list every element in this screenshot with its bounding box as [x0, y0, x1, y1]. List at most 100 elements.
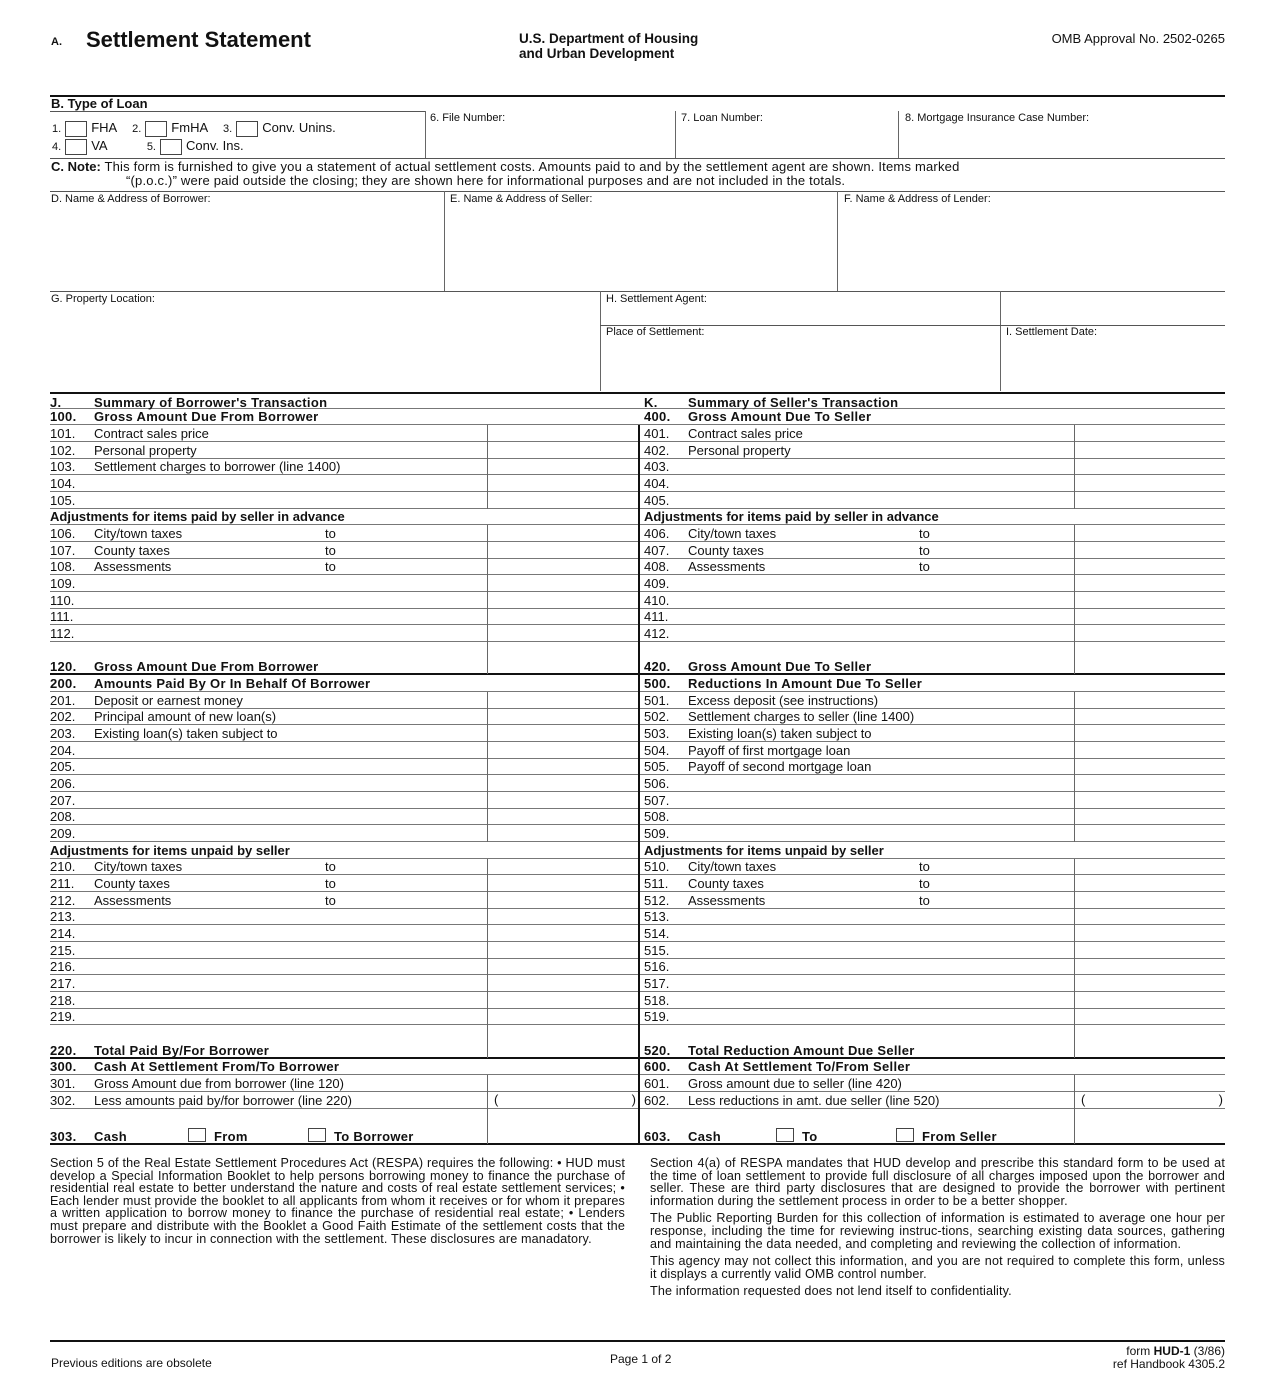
- cash-option-1-checkbox[interactable]: [188, 1128, 206, 1143]
- amount-field[interactable]: [487, 1108, 638, 1145]
- lender-name-address-field[interactable]: F. Name & Address of Lender:: [844, 193, 991, 205]
- amount-field[interactable]: [1074, 558, 1225, 576]
- amount-field[interactable]: [1074, 742, 1225, 759]
- amount-field[interactable]: [487, 425, 638, 442]
- amount-field[interactable]: [1074, 442, 1225, 459]
- amount-field[interactable]: [487, 825, 638, 843]
- amount-field[interactable]: [1074, 942, 1225, 959]
- amount-field[interactable]: [1074, 575, 1225, 593]
- amount-field[interactable]: [487, 858, 638, 876]
- line-label: Adjustments for items paid by seller in …: [644, 509, 939, 525]
- amount-field[interactable]: [487, 708, 638, 726]
- amount-field[interactable]: [1074, 758, 1225, 776]
- amount-field[interactable]: [487, 692, 638, 709]
- amount-field[interactable]: (): [1074, 1092, 1225, 1109]
- conv-unins-checkbox[interactable]: [236, 120, 259, 137]
- amount-field[interactable]: [487, 492, 638, 509]
- amount-field[interactable]: [1074, 458, 1225, 476]
- amount-field[interactable]: [487, 908, 638, 926]
- line-label: City/town taxes: [94, 859, 183, 875]
- option-number: 3.: [223, 123, 233, 135]
- amount-field[interactable]: [1074, 892, 1225, 909]
- amount-field[interactable]: [1074, 908, 1225, 926]
- amount-field[interactable]: [1074, 1075, 1225, 1093]
- amount-field[interactable]: [1074, 875, 1225, 893]
- mortgage-insurance-case-number-field[interactable]: 8. Mortgage Insurance Case Number:: [905, 112, 1090, 124]
- amount-field[interactable]: [487, 775, 638, 793]
- amount-field[interactable]: [487, 642, 638, 675]
- amount-field[interactable]: [1074, 792, 1225, 809]
- amount-field[interactable]: [1074, 425, 1225, 442]
- amount-field[interactable]: [1074, 625, 1225, 643]
- amount-field[interactable]: [487, 608, 638, 626]
- agency-line-1: U.S. Department of Housing: [519, 31, 699, 46]
- amount-field[interactable]: [1074, 708, 1225, 726]
- va-checkbox[interactable]: [65, 138, 88, 155]
- cash-option-2-checkbox[interactable]: [308, 1128, 326, 1143]
- amount-field[interactable]: [1074, 808, 1225, 826]
- amount-field[interactable]: [1074, 858, 1225, 876]
- line-number: 110.: [50, 592, 75, 608]
- amount-field[interactable]: [487, 992, 638, 1009]
- amount-field[interactable]: [487, 925, 638, 943]
- amount-field[interactable]: [487, 1075, 638, 1093]
- fha-checkbox[interactable]: [65, 120, 88, 137]
- amount-field[interactable]: [487, 875, 638, 893]
- amount-field[interactable]: [487, 742, 638, 759]
- amount-field[interactable]: [1074, 958, 1225, 976]
- amount-field[interactable]: [487, 758, 638, 776]
- line-513: 513.: [638, 908, 1225, 926]
- settlement-date-field[interactable]: I. Settlement Date:: [1006, 326, 1098, 338]
- amount-field[interactable]: [487, 558, 638, 576]
- amount-field[interactable]: [1074, 592, 1225, 609]
- cash-option-2-checkbox[interactable]: [896, 1128, 914, 1143]
- amount-field[interactable]: [1074, 525, 1225, 543]
- amount-field[interactable]: [487, 525, 638, 543]
- file-number-field[interactable]: 6. File Number:: [430, 112, 506, 124]
- amount-field[interactable]: [487, 958, 638, 976]
- amount-field[interactable]: [487, 592, 638, 609]
- seller-name-address-field[interactable]: E. Name & Address of Seller:: [450, 193, 593, 205]
- amount-field[interactable]: [1074, 1008, 1225, 1026]
- amount-field[interactable]: [1074, 775, 1225, 793]
- amount-field[interactable]: [1074, 608, 1225, 626]
- amount-field[interactable]: [487, 458, 638, 476]
- fmha-checkbox[interactable]: [145, 120, 168, 137]
- place-of-settlement-field[interactable]: Place of Settlement:: [606, 326, 705, 338]
- amount-field[interactable]: (): [487, 1092, 638, 1109]
- conv-ins-checkbox[interactable]: [160, 138, 182, 155]
- amount-field[interactable]: [1074, 992, 1225, 1009]
- loan-number-field[interactable]: 7. Loan Number:: [681, 112, 763, 124]
- amount-field[interactable]: [1074, 542, 1225, 559]
- amount-field[interactable]: [487, 975, 638, 993]
- amount-field[interactable]: [487, 808, 638, 826]
- amount-field[interactable]: [1074, 1108, 1225, 1145]
- amount-field[interactable]: [487, 942, 638, 959]
- amount-field[interactable]: [487, 625, 638, 643]
- amount-field[interactable]: [1074, 975, 1225, 993]
- loan-type-row-1: 1. FHA 2. FmHA 3. Conv. Unins.: [52, 120, 336, 137]
- amount-field[interactable]: [1074, 825, 1225, 843]
- amount-field[interactable]: [1074, 925, 1225, 943]
- amount-field[interactable]: [487, 792, 638, 809]
- amount-field[interactable]: [487, 725, 638, 743]
- amount-field[interactable]: [487, 442, 638, 459]
- amount-field[interactable]: [1074, 692, 1225, 709]
- amount-field[interactable]: [1074, 642, 1225, 675]
- borrower-name-address-field[interactable]: D. Name & Address of Borrower:: [51, 193, 211, 205]
- line-number: 512.: [644, 892, 670, 908]
- amount-field[interactable]: [487, 892, 638, 909]
- settlement-agent-field[interactable]: H. Settlement Agent:: [606, 293, 707, 305]
- cash-option-1-checkbox[interactable]: [776, 1128, 794, 1143]
- amount-field[interactable]: [487, 575, 638, 593]
- amount-field[interactable]: [1074, 492, 1225, 509]
- amount-field[interactable]: [1074, 475, 1225, 492]
- amount-field[interactable]: [487, 1008, 638, 1026]
- amount-field[interactable]: [487, 1025, 638, 1058]
- amount-field[interactable]: [1074, 1025, 1225, 1058]
- amount-field[interactable]: [487, 475, 638, 492]
- property-location-field[interactable]: G. Property Location:: [51, 293, 155, 305]
- amount-field[interactable]: [487, 542, 638, 559]
- amount-field[interactable]: [1074, 725, 1225, 743]
- line-number: 303.: [50, 1129, 77, 1145]
